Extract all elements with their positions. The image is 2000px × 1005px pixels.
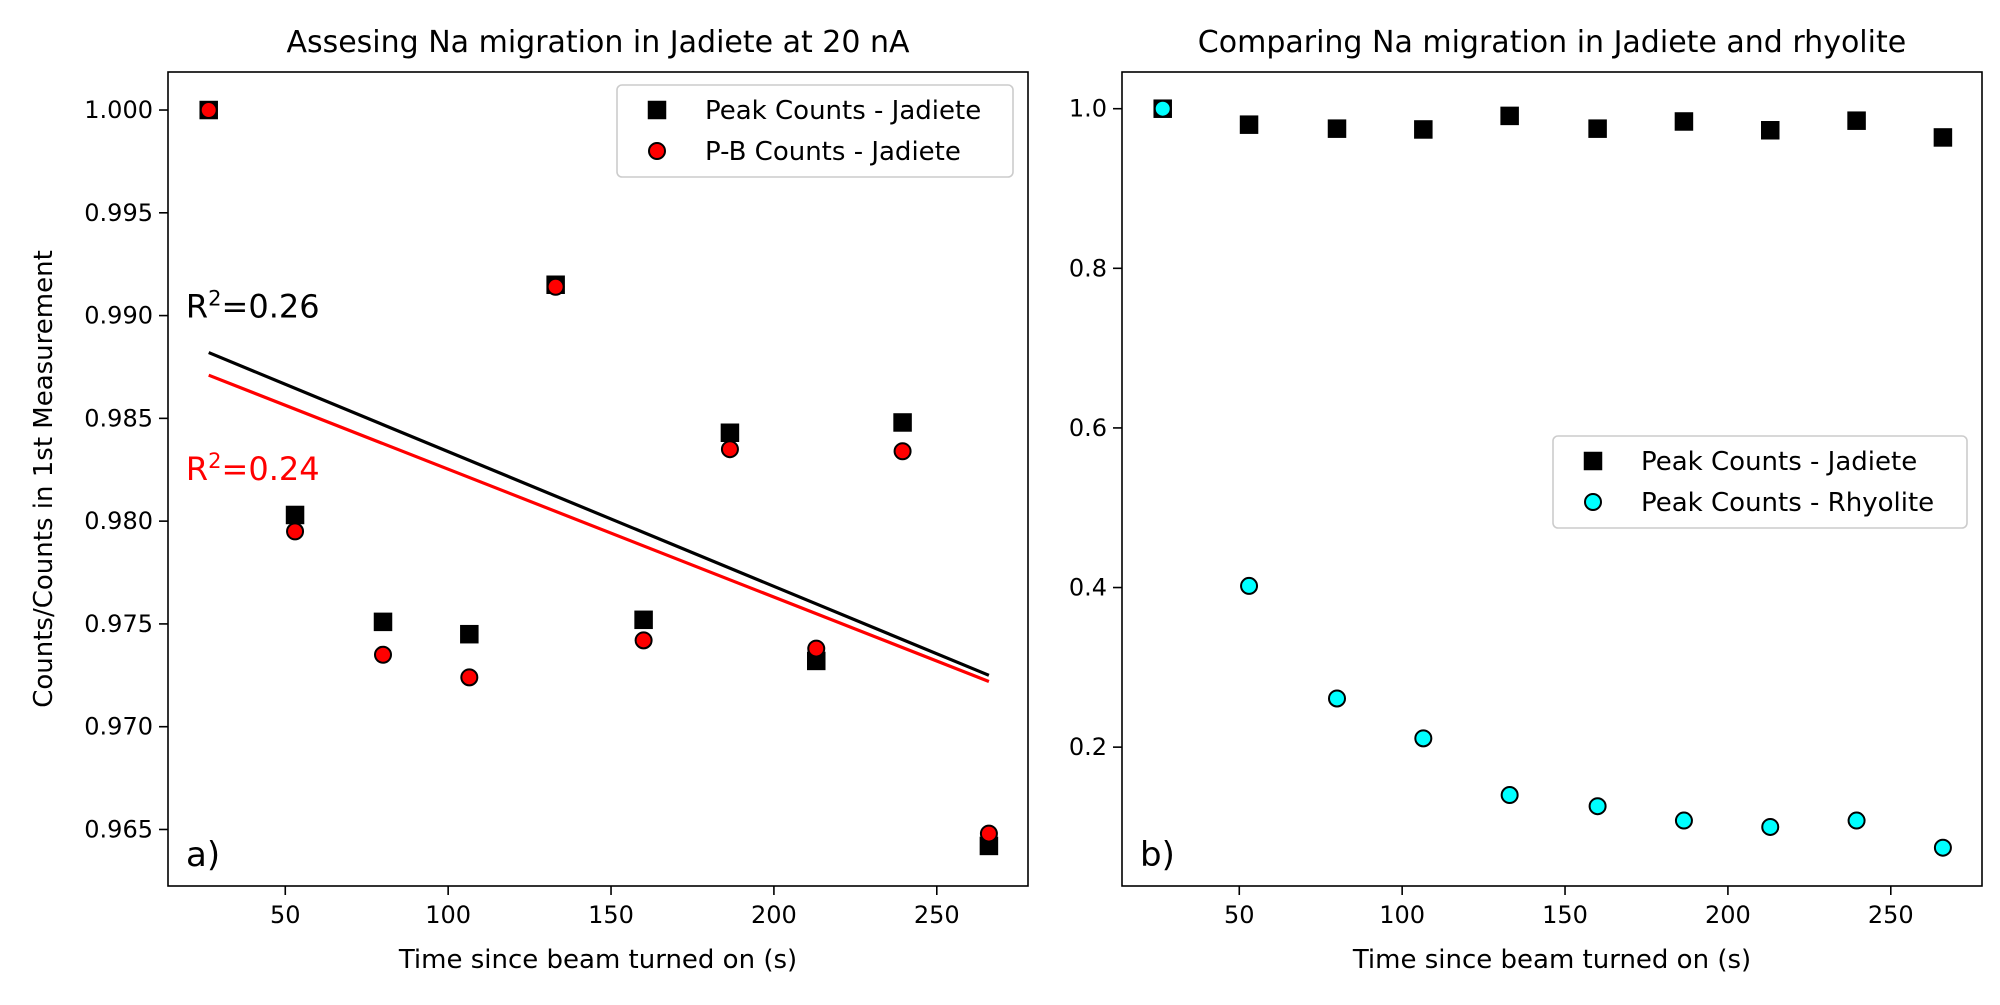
x-tick-label: 50 [270,901,301,929]
legend: Peak Counts - Jadiete P-B Counts - Jadiet… [616,84,1014,178]
data-point [460,624,479,644]
legend-marker-circle [1584,493,1602,511]
data-point [1674,811,1693,830]
y-tick-label: 0.970 [84,713,153,741]
legend-frame [1552,435,1968,529]
data-point [893,413,912,432]
annotation-suffix: =0.26 [222,288,320,326]
y-tick-label: 0.965 [84,815,153,843]
legend-entry-label: Peak Counts - Jadiete [1641,447,1917,477]
annotation-prefix: R [186,450,208,488]
x-tick-label: 50 [1224,901,1255,929]
data-point [634,631,653,650]
x-tick-label: 100 [1379,901,1425,929]
x-tick-label: 150 [1542,901,1588,929]
data-point [1588,119,1607,138]
x-tick-label: 150 [588,901,634,929]
data-point [286,522,305,541]
chart-title: Comparing Na migration in Jadiete and rh… [1198,25,1906,60]
y-tick-label: 1.000 [84,96,153,124]
data-point [720,423,740,442]
y-tick-label: 0.980 [84,507,153,535]
plot-area-frame [1121,71,1983,887]
y-axis-label: Counts/Counts in 1st Measurement [29,250,59,708]
legend-marker-square [647,100,667,120]
y-tick-label: 0.985 [84,404,153,432]
y-tick-label: 0.8 [1069,254,1107,282]
panel-label: a) [186,835,220,875]
legend-entry-label: P-B Counts - Jadiete [705,137,961,167]
data-point [1500,106,1519,126]
y-tick-label: 0.975 [84,610,153,638]
annotation-suffix: =0.24 [222,450,320,488]
x-tick-label: 200 [751,901,797,929]
data-point [720,440,739,459]
data-point [460,668,479,687]
panel-label: b) [1140,835,1175,875]
x-tick-label: 250 [1868,901,1914,929]
legend: Peak Counts - Jadiete Peak Counts - Rhyol… [1552,435,1968,529]
data-point [1847,111,1866,130]
data-point [807,639,826,658]
plot-area-frame [167,71,1029,887]
data-point [1328,689,1346,708]
data-point [285,505,305,525]
data-point [1240,576,1259,595]
data-point [1847,811,1866,830]
data-point [1153,99,1172,118]
series-1 [1153,99,1952,857]
x-axis-label: Time since beam turned on (s) [398,945,797,975]
x-tick-label: 100 [425,901,471,929]
legend-marker-square [1583,451,1603,471]
data-point [1761,817,1780,836]
annotation-prefix: R [186,288,208,326]
data-point [1414,120,1433,139]
data-point [546,277,565,296]
data-point [1761,121,1780,140]
data-point [1588,797,1607,816]
chart-title: Assesing Na migration in Jadiete at 20 n… [286,25,910,60]
legend-entry-label: Peak Counts - Rhyolite [1641,488,1934,518]
data-point [1239,115,1259,134]
y-tick-label: 0.990 [84,302,153,330]
data-point [1327,119,1347,138]
fit-line-1 [208,373,990,683]
x-axis-label: Time since beam turned on (s) [1352,945,1751,975]
x-tick-label: 250 [914,901,960,929]
legend-entry-label: Peak Counts - Jadiete [705,96,981,126]
data-point [1933,838,1952,857]
annotation-superscript: 2 [208,449,221,473]
data-point [893,442,912,461]
x-tick-label: 200 [1705,901,1751,929]
legend-frame [616,84,1014,178]
data-point [373,612,393,632]
r-squared-annotation: R2=0.24 [186,449,320,488]
y-tick-label: 0.6 [1069,414,1107,442]
annotation-superscript: 2 [208,287,221,311]
data-point [1414,729,1433,748]
data-point [1674,112,1694,131]
data-point [199,101,218,120]
data-point [634,610,653,630]
y-tick-label: 0.2 [1069,733,1107,761]
data-point [1500,786,1519,805]
fit-line-0 [208,351,990,677]
data-point [1933,128,1953,147]
chart-panel-b: Comparing Na migration in Jadiete and rh… [1069,25,1983,975]
legend-marker-circle [648,142,666,160]
chart-panel-a: Assesing Na migration in Jadiete at 20 n… [29,25,1029,975]
y-tick-label: 1.0 [1069,95,1107,123]
data-point [374,645,392,664]
data-point [979,824,998,843]
y-tick-label: 0.995 [84,199,153,227]
series-1 [199,101,998,843]
r-squared-annotation: R2=0.26 [186,287,320,326]
y-tick-label: 0.4 [1069,574,1107,602]
